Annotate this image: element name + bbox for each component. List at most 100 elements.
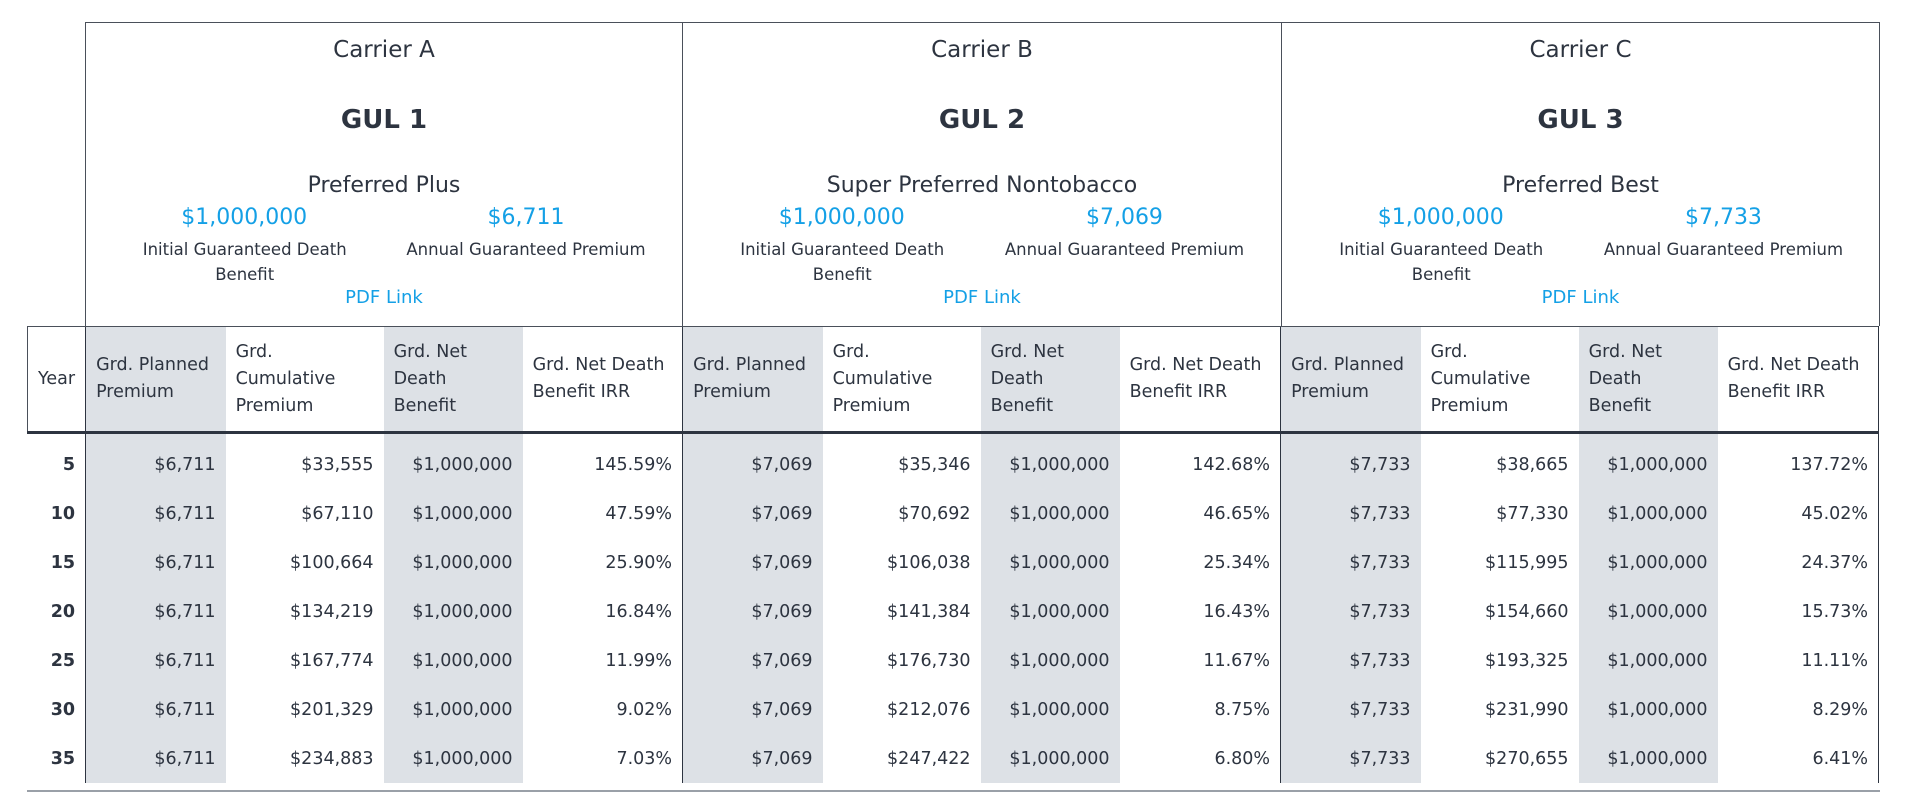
value-cell: $1,000,000 <box>383 538 523 587</box>
value-cell: $77,330 <box>1496 503 1569 524</box>
value-cell: 8.29% <box>1717 685 1880 734</box>
bottom-rule <box>27 790 1880 792</box>
year-cell: 30 <box>50 699 76 720</box>
column-header: Grd. Net Death Benefit <box>383 326 523 434</box>
premium-label: Annual Guaranteed Premium <box>1603 240 1844 259</box>
value-cell: $134,219 <box>290 601 374 622</box>
value-cell: $234,883 <box>290 748 374 769</box>
data-row: 20 $6,711 $134,219 $1,000,000 16.84% $7,069 $1… <box>28 587 1880 636</box>
column-header: Grd. Cumulative Premium <box>822 326 981 434</box>
column-header: Grd. Net Death Benefit <box>1578 326 1718 434</box>
premium: $6,711 <box>487 205 565 230</box>
carrier-name: Carrier C <box>1529 37 1632 63</box>
value-cell: 45.02% <box>1717 489 1880 538</box>
value-cell: $7,069 <box>682 587 823 636</box>
value-cell: 15.73% <box>1717 587 1880 636</box>
value-cell: $67,110 <box>301 503 374 524</box>
product-name: GUL 1 <box>340 105 428 135</box>
value-cell: $7,733 <box>1280 685 1421 734</box>
data-row: 35 $6,711 $234,883 $1,000,000 7.03% $7,069 $24… <box>28 734 1880 783</box>
year-header: Year <box>26 326 86 434</box>
death-benefit: $1,000,000 <box>181 205 308 230</box>
value-cell: $1,000,000 <box>383 489 523 538</box>
data-row: 15 $6,711 $100,664 $1,000,000 25.90% $7,069 $1… <box>28 538 1880 587</box>
value-cell: $6,711 <box>85 489 226 538</box>
value-cell: $1,000,000 <box>980 432 1120 489</box>
pdf-link[interactable]: PDF Link <box>943 287 1021 308</box>
value-cell: 11.11% <box>1717 636 1880 685</box>
table-head: Year Grd. Planned Premium Grd. Cumulative … <box>26 326 1880 434</box>
value-cell: $1,000,000 <box>1578 587 1718 636</box>
value-cell: $231,990 <box>1485 699 1569 720</box>
column-header: Grd. Net Death Benefit IRR <box>1119 326 1281 434</box>
value-cell: $7,733 <box>1280 538 1421 587</box>
value-cell: $6,711 <box>85 685 226 734</box>
pdf-link[interactable]: PDF Link <box>1541 287 1620 308</box>
value-cell: $6,711 <box>85 538 226 587</box>
premium: $7,069 <box>1085 205 1163 230</box>
value-cell: 46.65% <box>1203 503 1271 524</box>
value-cell: $247,422 <box>887 748 971 769</box>
header-row: Year Grd. Planned Premium Grd. Cumulative … <box>26 326 1880 434</box>
death-benefit-label: Initial Guaranteed Death Benefit <box>142 240 347 284</box>
value-cell: $7,733 <box>1280 432 1421 489</box>
value-cell: $7,733 <box>1280 587 1421 636</box>
value-cell: $212,076 <box>887 699 971 720</box>
value-cell: $141,384 <box>887 601 971 622</box>
column-header: Grd. Net Death Benefit IRR <box>1717 326 1880 434</box>
year-cell: 15 <box>50 552 76 573</box>
column-header: Grd. Planned Premium <box>1280 326 1421 434</box>
value-cell: $1,000,000 <box>980 685 1120 734</box>
value-cell: $7,733 <box>1280 636 1421 685</box>
value-cell: $115,995 <box>1485 552 1569 573</box>
value-cell: 9.02% <box>616 699 673 720</box>
pdf-link[interactable]: PDF Link <box>345 287 423 308</box>
value-cell: $70,692 <box>898 503 971 524</box>
year-cell: 20 <box>50 601 76 622</box>
illustration-table: Year Grd. Planned Premium Grd. Cumulative … <box>26 326 1880 783</box>
data-row: 30 $6,711 $201,329 $1,000,000 9.02% $7,069 $21… <box>28 685 1880 734</box>
value-cell: $1,000,000 <box>1578 489 1718 538</box>
year-cell: 25 <box>50 650 76 671</box>
death-benefit-label: Initial Guaranteed Death Benefit <box>740 240 945 284</box>
value-cell: $1,000,000 <box>980 587 1120 636</box>
value-cell: $1,000,000 <box>1578 734 1718 783</box>
value-cell: $193,325 <box>1485 650 1569 671</box>
value-cell: 145.59% <box>594 454 673 475</box>
value-cell: $38,665 <box>1496 454 1569 475</box>
data-row: 25 $6,711 $167,774 $1,000,000 11.99% $7,069 $1… <box>28 636 1880 685</box>
carrier-header: Carrier B GUL 2 Super Preferred Nontobacco… <box>682 22 1281 326</box>
rating-class: Super Preferred Nontobacco <box>826 173 1138 198</box>
value-cell: 6.80% <box>1214 748 1271 769</box>
data-row: 10 $6,711 $67,110 $1,000,000 47.59% $7,069 $70… <box>28 489 1880 538</box>
value-cell: $154,660 <box>1485 601 1569 622</box>
column-header: Grd. Cumulative Premium <box>225 326 384 434</box>
value-cell: 7.03% <box>616 748 673 769</box>
value-cell: $7,733 <box>1280 734 1421 783</box>
carrier-header: Carrier C GUL 3 Preferred Best $1,000,000 $7… <box>1281 22 1880 326</box>
value-cell: $1,000,000 <box>980 538 1120 587</box>
value-cell: $7,069 <box>682 538 823 587</box>
death-benefit-label: Initial Guaranteed Death Benefit <box>1339 240 1544 284</box>
premium-label: Annual Guaranteed Premium <box>406 240 646 259</box>
column-header: Grd. Cumulative Premium <box>1420 326 1579 434</box>
value-cell: $1,000,000 <box>1578 432 1718 489</box>
death-benefit: $1,000,000 <box>778 205 905 230</box>
value-cell: $6,711 <box>85 432 226 489</box>
value-cell: $7,069 <box>682 489 823 538</box>
carrier-name: Carrier A <box>333 37 435 63</box>
value-cell: $106,038 <box>887 552 971 573</box>
column-header: Grd. Net Death Benefit IRR <box>522 326 683 434</box>
value-cell: $6,711 <box>85 636 226 685</box>
value-cell: 8.75% <box>1214 699 1271 720</box>
data-row: 5 $6,711 $33,555 $1,000,000 145.59% $7,069 $35… <box>28 432 1880 489</box>
carrier-name: Carrier B <box>931 37 1033 63</box>
product-name: GUL 2 <box>938 105 1026 135</box>
value-cell: $1,000,000 <box>980 636 1120 685</box>
value-cell: $100,664 <box>290 552 374 573</box>
value-cell: $7,069 <box>682 734 823 783</box>
value-cell: $1,000,000 <box>980 489 1120 538</box>
column-header: Grd. Planned Premium <box>85 326 226 434</box>
value-cell: $7,069 <box>682 432 823 489</box>
